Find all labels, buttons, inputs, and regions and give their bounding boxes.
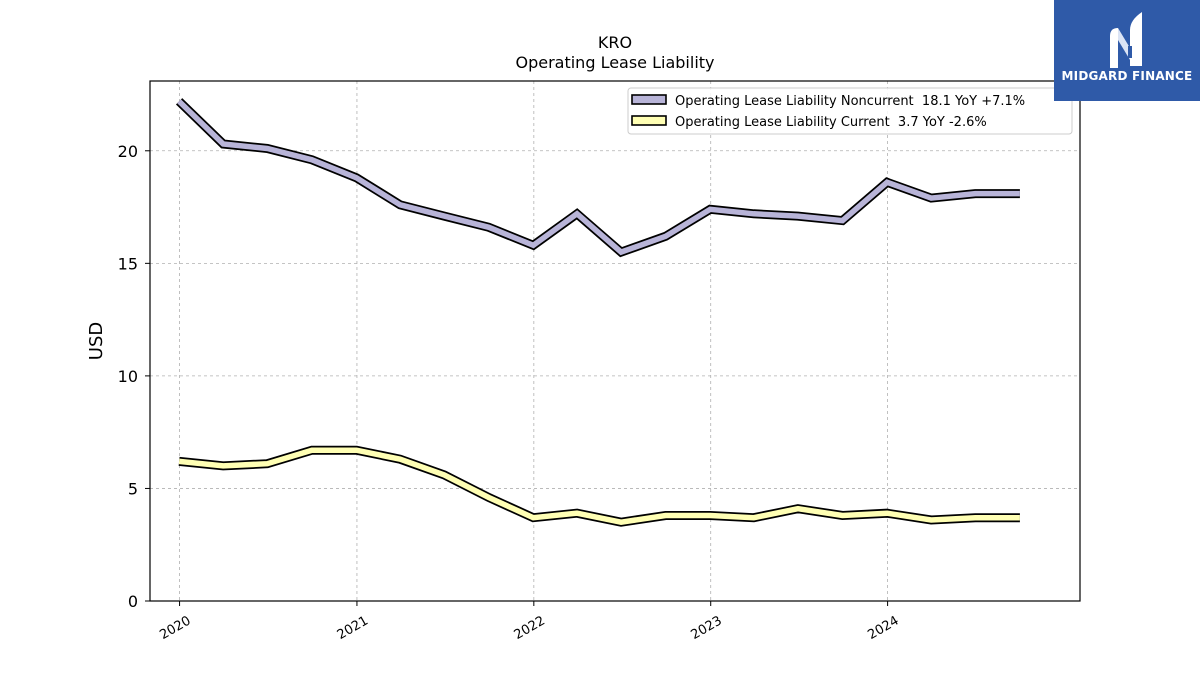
x-tick-label: 2021	[335, 613, 371, 643]
series-outline	[178, 445, 1020, 527]
y-tick-label: 10	[118, 367, 138, 386]
x-tick-label: 2022	[512, 613, 548, 643]
series-layer	[175, 98, 1020, 527]
grid	[150, 81, 1080, 602]
y-axis: 0 5 10 15 20	[118, 142, 150, 611]
legend-swatch-noncurrent	[631, 94, 667, 105]
series-current	[178, 445, 1020, 527]
legend-swatch-current	[631, 115, 667, 126]
y-tick-label: 20	[118, 142, 138, 161]
legend: Operating Lease Liability Noncurrent 18.…	[627, 87, 1073, 135]
legend-label-current: Operating Lease Liability Current 3.7 Yo…	[675, 115, 987, 130]
x-tick-label: 2020	[157, 613, 193, 643]
brand-mark-icon	[1110, 12, 1142, 68]
x-tick-label: 2023	[689, 613, 725, 643]
chart-subtitle: Operating Lease Liability	[515, 53, 714, 72]
series-line	[177, 99, 1020, 256]
series-line	[178, 447, 1020, 525]
y-tick-label: 5	[128, 479, 138, 498]
x-axis: 2020 2021 2022 2023 2024	[157, 601, 902, 643]
brand-logo: MIDGARD FINANCE	[1054, 0, 1200, 101]
x-tick-label: 2024	[865, 613, 901, 643]
series-noncurrent	[175, 98, 1020, 258]
legend-box	[627, 87, 1073, 135]
plot-frame	[149, 80, 1081, 602]
legend-label-noncurrent: Operating Lease Liability Noncurrent 18.…	[675, 94, 1025, 109]
chart-title: KRO	[598, 33, 632, 52]
y-tick-label: 15	[118, 254, 138, 273]
y-axis-label: USD	[86, 322, 107, 360]
y-tick-label: 0	[128, 592, 138, 611]
brand-name: MIDGARD FINANCE	[1061, 69, 1193, 83]
